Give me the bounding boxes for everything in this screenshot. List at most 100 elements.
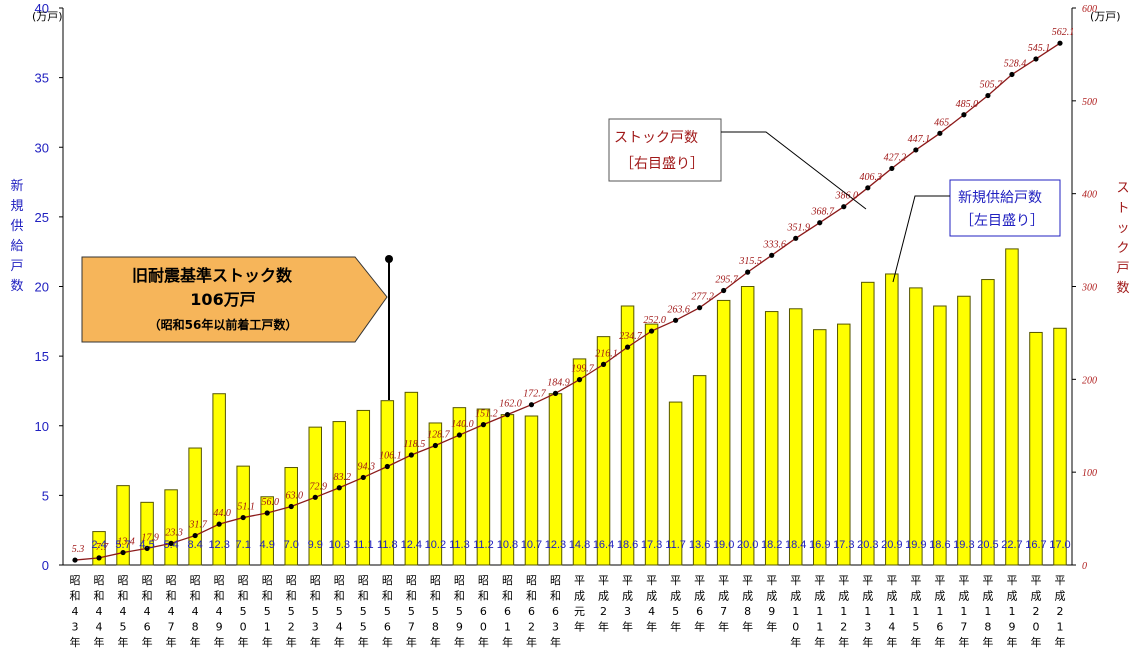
category-label: 昭和 5 3 年 <box>310 574 321 649</box>
category-label-char: 年 <box>190 635 201 649</box>
bar <box>692 375 707 566</box>
category-label-char: 年 <box>814 635 825 649</box>
category-label: 平成 1 4 年 <box>886 574 897 649</box>
category-label-char: 4 <box>96 605 103 618</box>
category-label-char: 7 <box>960 621 967 634</box>
category-label-char: 平 <box>718 574 729 587</box>
stock-point <box>456 432 462 438</box>
category-label-char: 年 <box>886 635 897 649</box>
bar <box>404 391 419 566</box>
bar <box>188 447 202 566</box>
category-label-char: 6 <box>384 621 391 634</box>
category-label-char: 0 <box>1032 621 1039 634</box>
stock-point <box>144 545 150 551</box>
category-label: 平成 1 6 年 <box>934 574 945 649</box>
bar <box>284 467 298 566</box>
category-label-char: 1 <box>960 605 967 618</box>
stock-value-label: 447.1 <box>908 134 931 145</box>
category-label-char: 昭 <box>502 574 513 587</box>
category-label-char: 4 <box>648 605 655 618</box>
category-label-char: 年 <box>934 635 945 649</box>
category-label: 平成 6 年 <box>694 574 705 634</box>
category-label-char: 平 <box>1006 574 1017 587</box>
category-label-char: 4 <box>192 605 199 618</box>
stock-value-label: 72.9 <box>310 481 328 492</box>
category-label-char: 昭 <box>118 574 129 587</box>
stock-value-label: 199.7 <box>571 364 595 375</box>
category-label: 昭和 5 8 年 <box>430 574 441 649</box>
category-label-char: 和 <box>334 590 345 603</box>
category-label-char: 成 <box>574 590 585 603</box>
bar-value-label: 10.7 <box>521 539 542 551</box>
bar <box>620 305 635 566</box>
stock-point <box>985 92 991 99</box>
bar <box>909 287 923 566</box>
stock-value-label: 252.0 <box>643 315 666 326</box>
new-supply-legend-line1: 新規供給戸数 <box>958 190 1042 206</box>
category-label-char: 昭 <box>382 574 393 587</box>
category-label-char: 平 <box>982 574 993 587</box>
stock-value-label: 56.0 <box>261 497 279 508</box>
category-label-char: 1 <box>864 605 871 618</box>
stock-value-label: 151.2 <box>475 409 498 420</box>
stock-value-label: 427.2 <box>884 152 907 163</box>
bar-value-label: 19.9 <box>905 539 926 551</box>
stock-point <box>312 494 318 500</box>
category-label-char: 3 <box>72 621 79 634</box>
bar-value-label: 12.3 <box>208 539 229 551</box>
category-label-char: 成 <box>670 590 681 603</box>
stock-value-label: 184.9 <box>547 377 570 388</box>
bar-value-label: 12.3 <box>545 539 566 551</box>
stock-value-label: 7.7 <box>96 542 110 553</box>
category-label-char: 平 <box>958 574 969 587</box>
category-label-char: 平 <box>766 574 777 587</box>
category-label-char: 和 <box>454 590 465 603</box>
category-label: 平成 1 7 年 <box>958 574 969 649</box>
category-label-char: 5 <box>240 605 247 618</box>
category-label-char: 和 <box>286 590 297 603</box>
bar-value-label: 19.3 <box>953 539 974 551</box>
stock-value-label: 162.0 <box>499 399 522 410</box>
bar <box>356 409 371 566</box>
category-label-char: 昭 <box>238 574 249 587</box>
category-label-char: 9 <box>216 621 223 634</box>
category-label-char: 5 <box>408 605 415 618</box>
category-label-char: 4 <box>888 621 895 634</box>
stock-value-label: 333.6 <box>762 239 786 250</box>
bar-value-label: 20.0 <box>737 539 758 551</box>
stock-value-label: 263.6 <box>667 304 690 315</box>
category-label-char: 成 <box>862 590 873 603</box>
stock-point <box>72 557 78 563</box>
bar <box>1053 327 1067 566</box>
stock-value-label: 368.7 <box>811 207 836 218</box>
right-tick-label: 300 <box>1081 283 1097 294</box>
category-label-char: 5 <box>672 605 679 618</box>
bar <box>380 400 395 566</box>
bar-value-label: 19.0 <box>713 539 734 551</box>
stock-point <box>624 344 631 350</box>
category-label: 昭和 6 2 年 <box>526 574 537 649</box>
bar-value-label: 16.7 <box>1025 539 1046 551</box>
left-tick-label: 25 <box>35 210 49 225</box>
callout-note: （昭和56年以前着工戸数） <box>149 317 298 332</box>
stock-value-label: 5.3 <box>72 544 85 555</box>
category-label-char: 9 <box>1008 621 1015 634</box>
category-label-char: 成 <box>694 590 705 603</box>
category-label-char: 3 <box>624 605 631 618</box>
category-label-char: 年 <box>622 620 633 634</box>
stock-legend-line2: ［右目盛り］ <box>620 156 704 172</box>
bar-value-label: 17.3 <box>833 539 854 551</box>
category-label-char: 年 <box>766 620 777 634</box>
category-label-char: 4 <box>336 621 343 634</box>
category-label-char: 5 <box>360 605 367 618</box>
right-tick-label: 400 <box>1082 190 1097 201</box>
category-label-char: 成 <box>622 590 633 603</box>
category-label: 昭和 5 9 年 <box>454 574 465 649</box>
category-label: 昭和 4 4 年 <box>94 574 105 649</box>
category-label-char: 1 <box>816 605 823 618</box>
bar-value-label: 20.5 <box>977 539 998 551</box>
bar <box>428 422 443 566</box>
bar-value-label: 20.9 <box>881 539 902 551</box>
category-label-char: 5 <box>912 621 919 634</box>
stock-point <box>504 412 511 418</box>
